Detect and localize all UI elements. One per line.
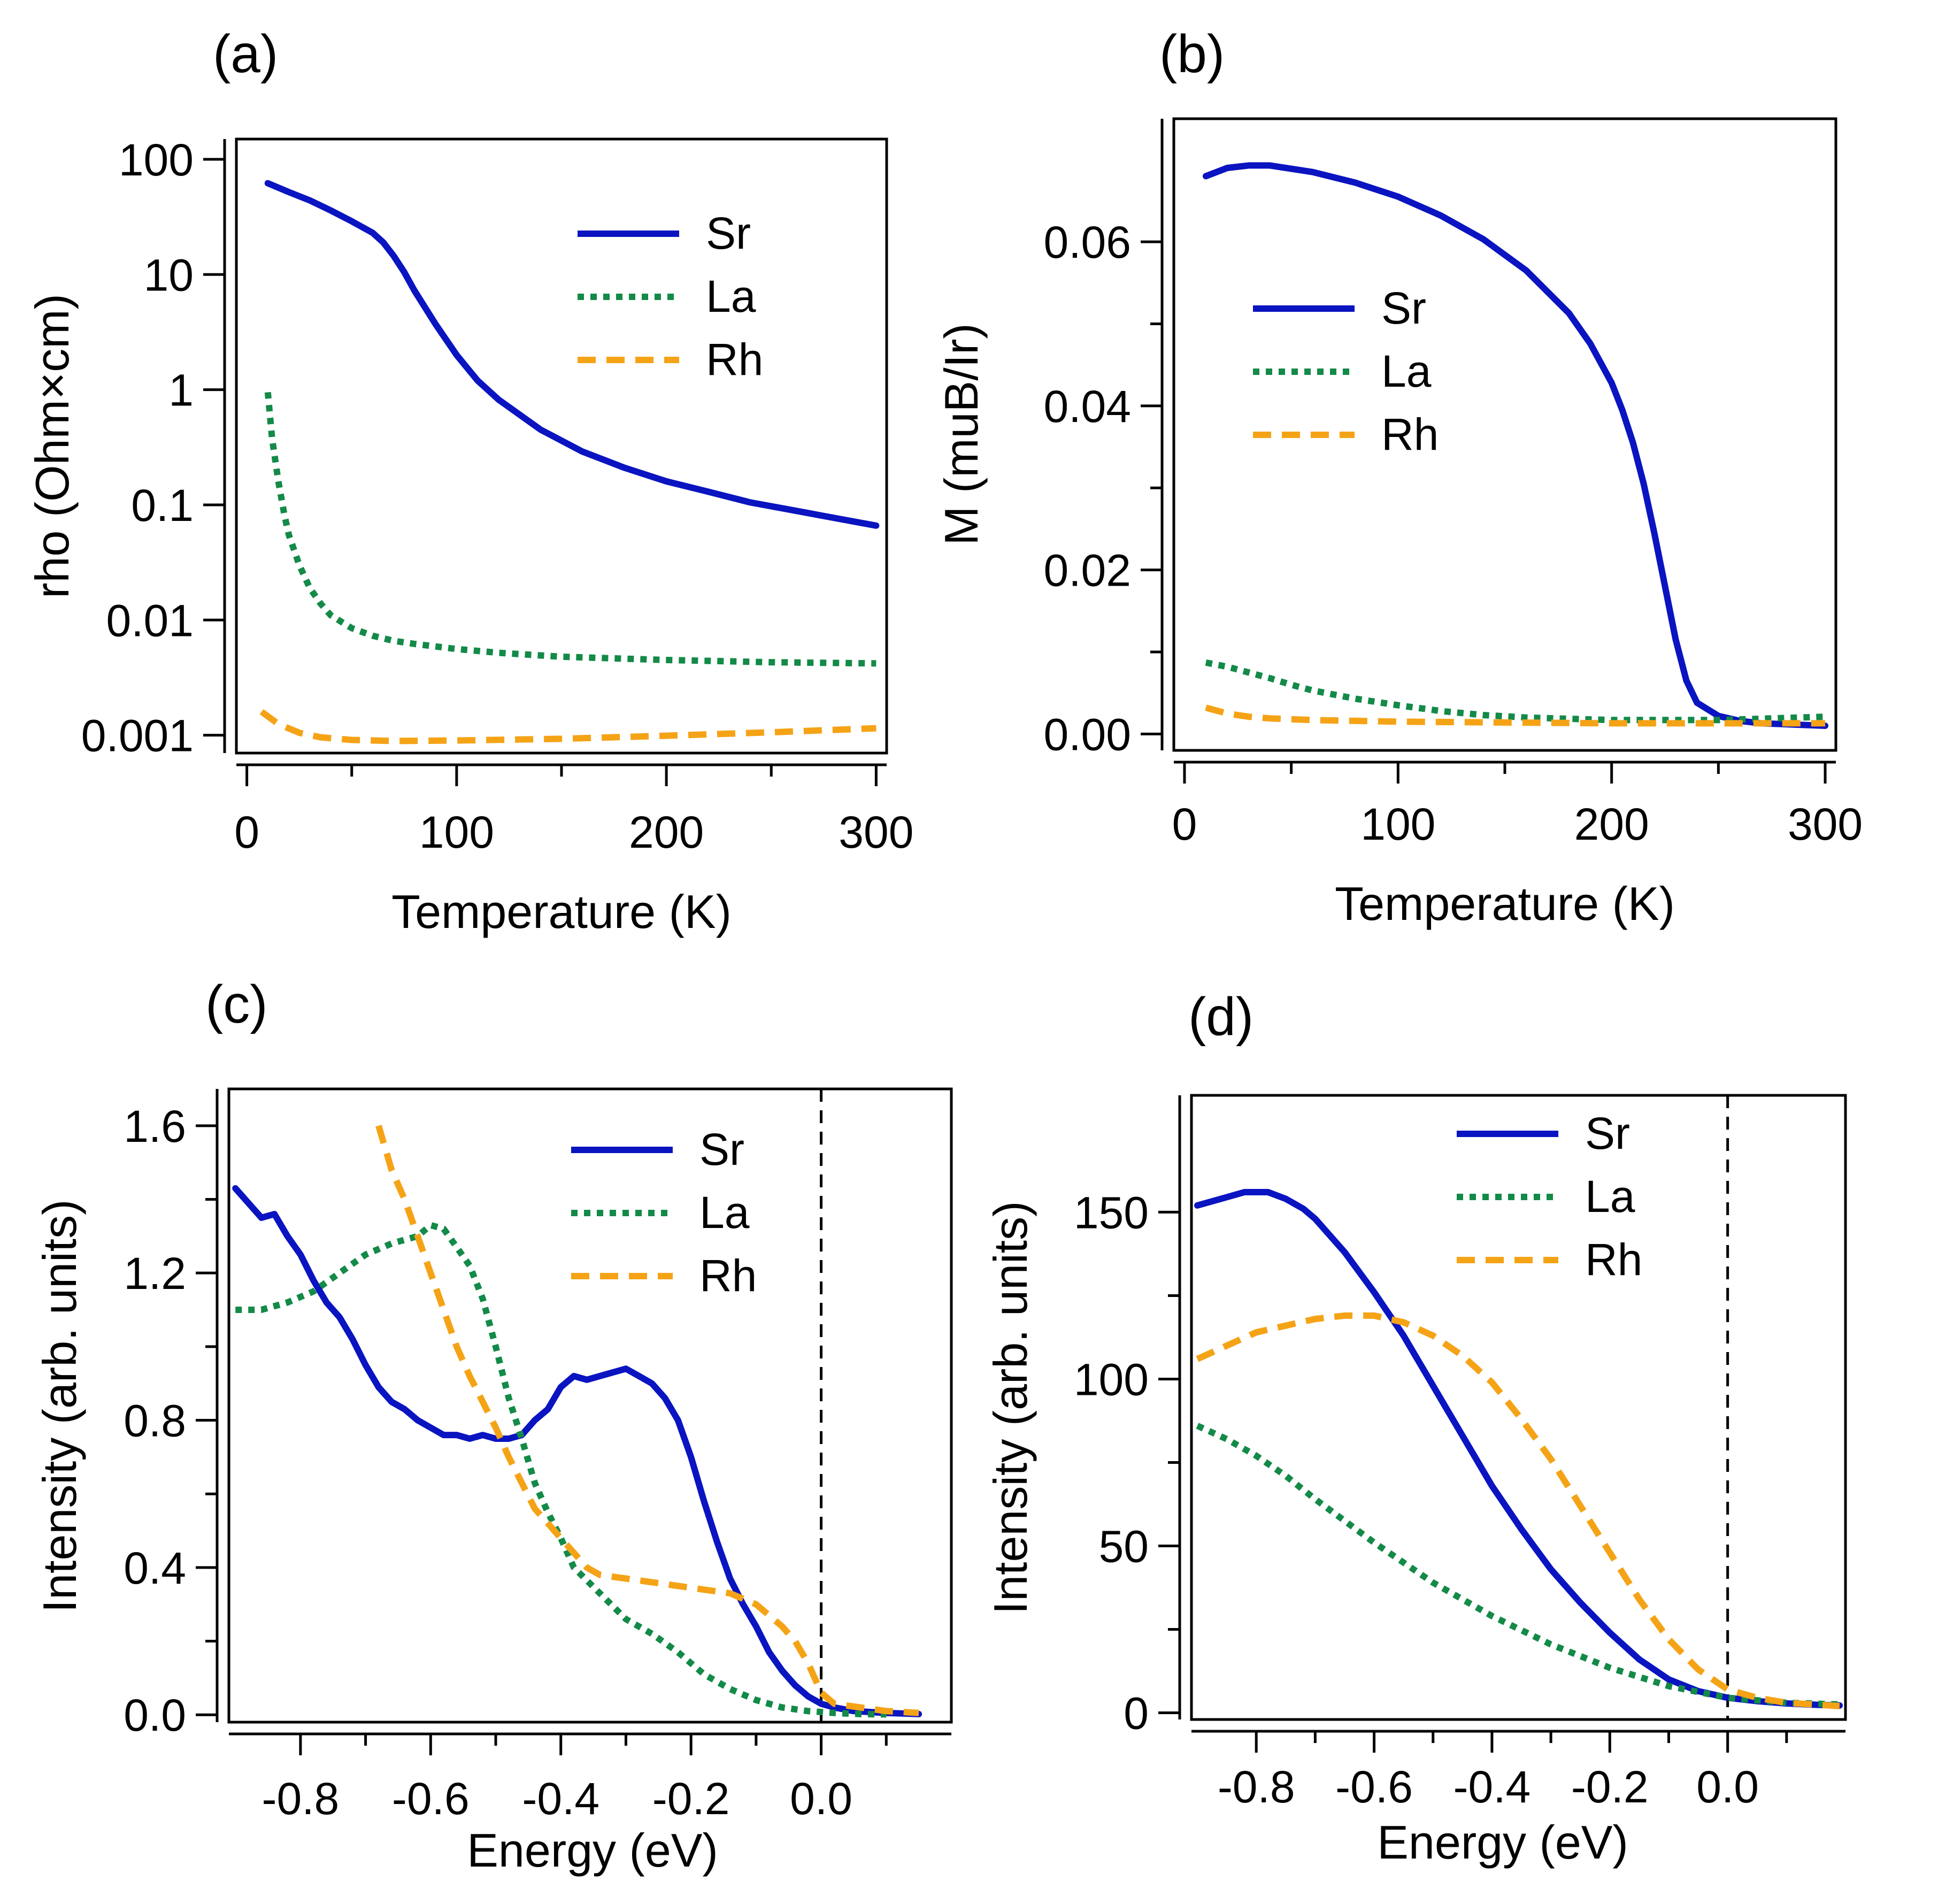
x-tick-label: -0.2 xyxy=(652,1774,730,1824)
legend-sr-label: Sr xyxy=(1381,283,1426,333)
legend-rh-label: Rh xyxy=(1585,1234,1642,1285)
y-tick-label: 0.01 xyxy=(106,595,194,646)
x-tick-label: -0.2 xyxy=(1571,1762,1649,1812)
legend-la-label: La xyxy=(1585,1171,1635,1222)
y-axis-title: M (muB/Ir) xyxy=(935,323,988,546)
series-sr-line xyxy=(1202,162,1828,729)
y-tick-label: 0.02 xyxy=(1044,546,1132,596)
series-la-line xyxy=(235,1222,887,1718)
x-tick-label: -0.8 xyxy=(262,1774,340,1824)
legend-la-label: La xyxy=(1381,346,1432,396)
x-tick-label: 100 xyxy=(419,807,494,857)
panel-label: (a) xyxy=(213,24,278,84)
series-la-line xyxy=(1196,1423,1840,1708)
y-tick-label: 0 xyxy=(1124,1688,1149,1739)
x-axis-title: Temperature (K) xyxy=(1335,877,1675,930)
y-tick-label: 1.6 xyxy=(124,1101,186,1151)
plot-frame xyxy=(227,1087,953,1724)
plot-frame xyxy=(1172,117,1837,752)
x-tick-label: 200 xyxy=(629,807,704,857)
y-tick-label: 100 xyxy=(1074,1354,1149,1404)
x-tick-label: -0.6 xyxy=(392,1774,470,1824)
x-axis-title: Energy (eV) xyxy=(467,1824,718,1877)
y-tick-label: 0.001 xyxy=(81,711,194,761)
series-rh-line xyxy=(1196,1312,1840,1709)
series-sr-line xyxy=(264,180,880,529)
legend-sr-label: Sr xyxy=(706,208,751,258)
y-tick-label: 0.06 xyxy=(1044,217,1132,267)
panel-d: -0.8 -0.6 -0.4 -0.2 0.0 150 100 50 0 Sr La Rh (d) Ene… xyxy=(984,987,1847,1869)
panel-a: 0 100 200 300 100 10 1 0.1 0.01 0.001 Sr La Rh (a) Tem… xyxy=(26,24,913,938)
legend-rh-label: Rh xyxy=(706,334,763,385)
y-tick-label: 150 xyxy=(1074,1187,1149,1238)
plot-frame xyxy=(235,137,888,755)
series-la-line xyxy=(264,391,876,667)
panel-c: -0.8 -0.6 -0.4 -0.2 0.0 1.6 1.2 0.8 0.4 0.0 Sr La Rh… xyxy=(33,974,953,1877)
y-tick-label: 0.04 xyxy=(1044,381,1132,432)
legend-rh-label: Rh xyxy=(1381,409,1439,459)
series-la-line xyxy=(1205,659,1826,724)
x-tick-label: -0.6 xyxy=(1335,1762,1413,1812)
y-tick-label: 10 xyxy=(144,250,194,300)
y-tick-label: 0.8 xyxy=(124,1396,186,1446)
x-tick-label: 0.0 xyxy=(1696,1762,1759,1812)
legend-rh-label: Rh xyxy=(699,1250,757,1301)
y-tick-label: 0.4 xyxy=(124,1543,186,1593)
x-tick-label: 200 xyxy=(1574,799,1649,849)
panel-label: (d) xyxy=(1188,987,1253,1047)
x-tick-label: -0.4 xyxy=(522,1774,599,1824)
x-tick-label: 0 xyxy=(1172,799,1197,849)
x-tick-label: 300 xyxy=(1788,799,1863,849)
legend-la-label: La xyxy=(699,1187,750,1238)
panel-label: (c) xyxy=(205,974,268,1034)
legend-sr-label: Sr xyxy=(699,1124,744,1174)
y-tick-label: 1 xyxy=(168,365,194,416)
series-sr-line xyxy=(232,1185,922,1717)
y-tick-label: 1.2 xyxy=(124,1248,186,1299)
series-sr-line xyxy=(1194,1189,1843,1709)
x-tick-label: 300 xyxy=(839,807,913,857)
x-axis-title: Temperature (K) xyxy=(391,885,732,938)
series-rh-line xyxy=(259,709,876,744)
x-axis-title: Energy (eV) xyxy=(1377,1816,1628,1869)
series-rh-line xyxy=(1205,704,1825,727)
panel-label: (b) xyxy=(1159,24,1225,84)
y-axis-title: Intensity (arb. units) xyxy=(33,1200,86,1613)
panel-b: 0 100 200 300 0.06 0.04 0.02 0.00 Sr La Rh (b) Tempe… xyxy=(935,24,1863,930)
x-tick-label: 100 xyxy=(1360,799,1435,849)
y-tick-label: 0.1 xyxy=(131,480,194,531)
y-tick-label: 50 xyxy=(1099,1521,1149,1571)
x-tick-label: -0.8 xyxy=(1218,1762,1295,1812)
y-tick-label: 0.00 xyxy=(1044,709,1132,759)
legend-sr-label: Sr xyxy=(1585,1108,1630,1158)
y-axis-title: rho (Ohm×cm) xyxy=(26,294,79,598)
y-tick-label: 0.0 xyxy=(124,1690,186,1740)
legend-la-label: La xyxy=(706,271,756,321)
x-tick-label: 0.0 xyxy=(790,1774,852,1824)
x-tick-label: -0.4 xyxy=(1454,1762,1531,1812)
y-axis-title: Intensity (arb. units) xyxy=(984,1201,1037,1615)
x-tick-label: 0 xyxy=(234,807,259,857)
y-tick-label: 100 xyxy=(119,135,194,185)
plot-frame xyxy=(1190,1094,1847,1721)
